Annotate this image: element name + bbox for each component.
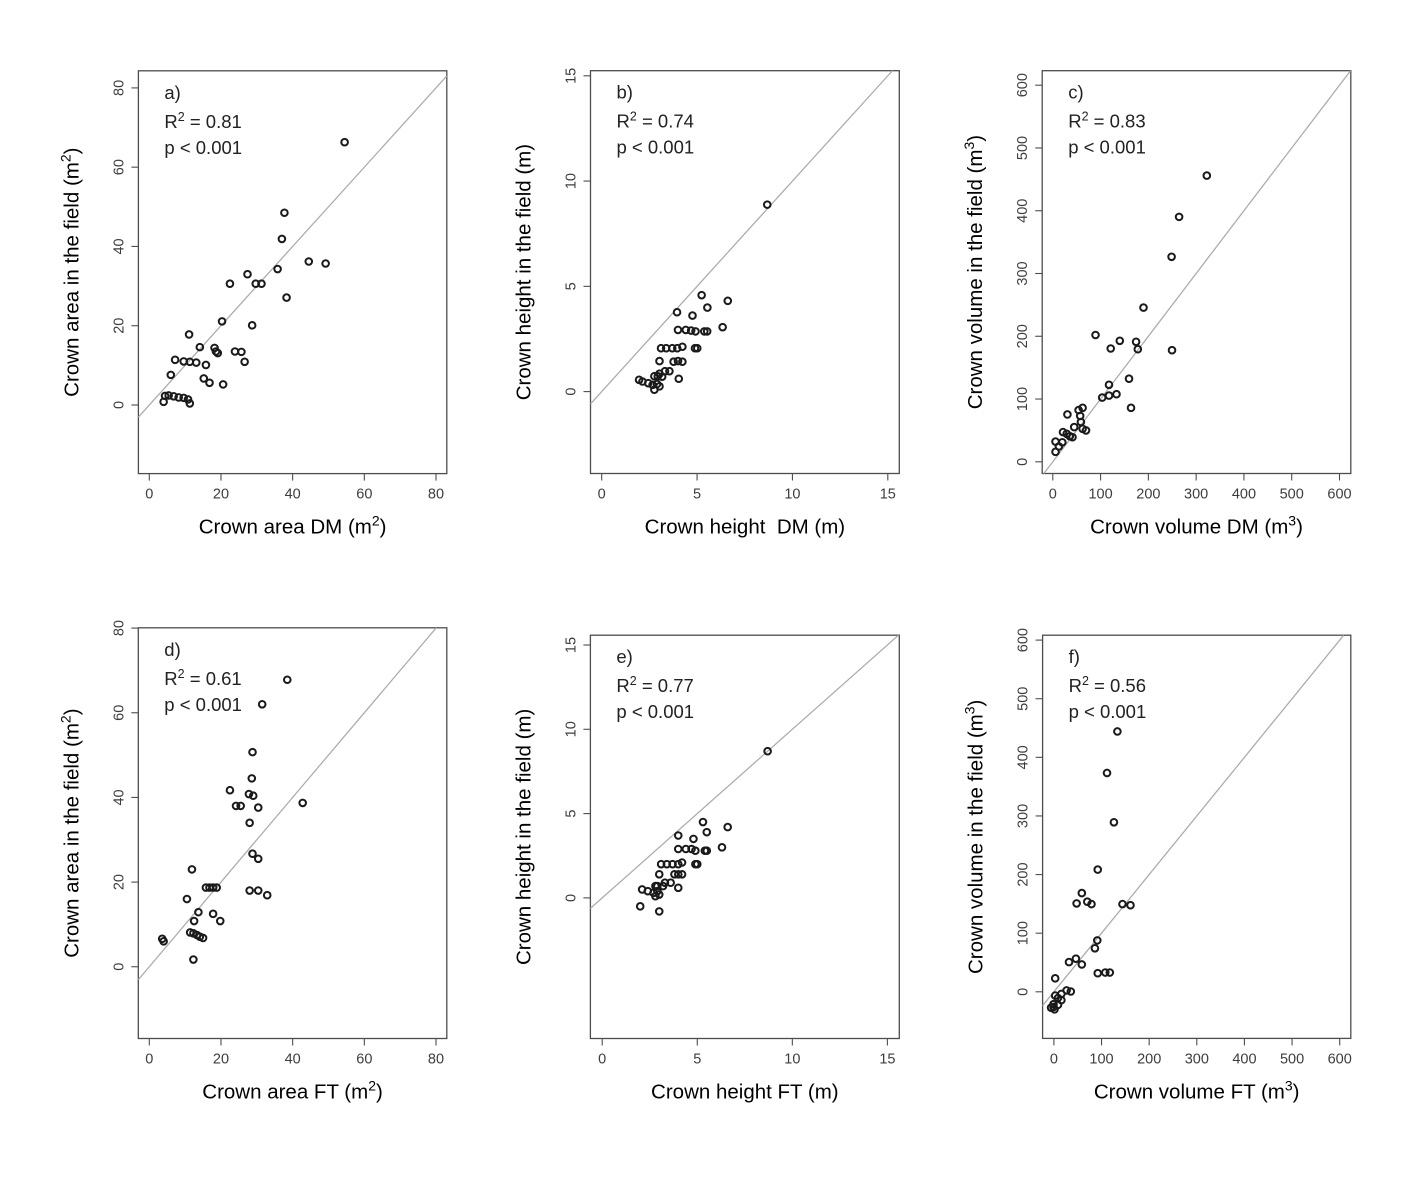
svg-text:0: 0 — [598, 1052, 606, 1068]
svg-text:0: 0 — [1050, 1051, 1058, 1067]
svg-text:200: 200 — [1015, 324, 1031, 348]
svg-text:400: 400 — [1016, 745, 1032, 769]
svg-text:10: 10 — [564, 173, 580, 189]
svg-text:p < 0.001: p < 0.001 — [164, 137, 242, 158]
svg-text:0: 0 — [564, 388, 580, 396]
svg-text:15: 15 — [879, 1052, 895, 1068]
svg-text:80: 80 — [428, 487, 444, 503]
svg-text:f): f) — [1069, 646, 1080, 667]
svg-text:Crown volume FT (m3): Crown volume FT (m3) — [1094, 1077, 1300, 1103]
svg-text:Crown volume in the field (m3): Crown volume in the field (m3) — [962, 700, 988, 974]
svg-text:200: 200 — [1137, 1051, 1161, 1067]
svg-text:e): e) — [616, 646, 632, 667]
svg-text:Crown height FT (m): Crown height FT (m) — [651, 1081, 839, 1104]
svg-text:40: 40 — [111, 789, 127, 805]
svg-text:5: 5 — [693, 1052, 701, 1068]
svg-text:40: 40 — [111, 238, 127, 254]
svg-text:300: 300 — [1015, 261, 1031, 285]
svg-text:600: 600 — [1327, 487, 1351, 503]
svg-text:c): c) — [1068, 82, 1083, 103]
svg-text:p < 0.001: p < 0.001 — [1068, 137, 1146, 158]
svg-text:0: 0 — [1015, 458, 1031, 466]
svg-text:15: 15 — [564, 68, 580, 84]
svg-text:80: 80 — [111, 80, 127, 96]
svg-text:R2 = 0.56: R2 = 0.56 — [1069, 674, 1146, 696]
svg-text:0: 0 — [1049, 487, 1057, 503]
svg-text:Crown volume in the field (m3): Crown volume in the field (m3) — [961, 135, 987, 409]
svg-text:R2 = 0.81: R2 = 0.81 — [164, 110, 241, 132]
svg-text:R2 = 0.61: R2 = 0.61 — [164, 667, 241, 689]
svg-text:500: 500 — [1016, 687, 1032, 711]
svg-text:0: 0 — [145, 1052, 153, 1068]
svg-text:a): a) — [164, 82, 180, 103]
svg-text:0: 0 — [563, 894, 579, 902]
svg-text:400: 400 — [1232, 487, 1256, 503]
svg-text:10: 10 — [563, 721, 579, 737]
svg-text:400: 400 — [1232, 1051, 1256, 1067]
svg-text:p < 0.001: p < 0.001 — [617, 137, 695, 158]
svg-text:p < 0.001: p < 0.001 — [616, 701, 694, 722]
svg-text:R2 = 0.83: R2 = 0.83 — [1068, 110, 1145, 132]
svg-text:Crown height DM (m): Crown height DM (m) — [645, 516, 846, 539]
svg-text:Crown volume DM (m3): Crown volume DM (m3) — [1090, 513, 1303, 539]
svg-text:500: 500 — [1280, 1051, 1304, 1067]
svg-text:40: 40 — [285, 487, 301, 503]
svg-text:R2 = 0.77: R2 = 0.77 — [616, 674, 693, 696]
svg-text:p < 0.001: p < 0.001 — [164, 694, 242, 715]
svg-text:100: 100 — [1089, 1051, 1113, 1067]
svg-text:Crown height in the field (m): Crown height in the field (m) — [513, 144, 536, 400]
svg-text:p < 0.001: p < 0.001 — [1069, 701, 1147, 722]
svg-text:300: 300 — [1184, 487, 1208, 503]
svg-text:60: 60 — [356, 1052, 372, 1068]
svg-text:500: 500 — [1015, 136, 1031, 160]
svg-text:300: 300 — [1185, 1051, 1209, 1067]
svg-text:Crown area in the field (m2): Crown area in the field (m2) — [57, 148, 83, 397]
svg-text:100: 100 — [1016, 921, 1032, 945]
svg-text:20: 20 — [111, 874, 127, 890]
svg-text:100: 100 — [1015, 387, 1031, 411]
svg-text:600: 600 — [1015, 73, 1031, 97]
svg-text:300: 300 — [1016, 804, 1032, 828]
svg-text:10: 10 — [784, 1052, 800, 1068]
svg-text:600: 600 — [1328, 1051, 1352, 1067]
svg-text:60: 60 — [111, 159, 127, 175]
svg-text:100: 100 — [1088, 487, 1112, 503]
svg-text:40: 40 — [285, 1052, 301, 1068]
svg-text:200: 200 — [1016, 862, 1032, 886]
svg-text:600: 600 — [1016, 628, 1032, 652]
svg-text:Crown area FT (m2): Crown area FT (m2) — [202, 1078, 383, 1104]
svg-text:0: 0 — [145, 487, 153, 503]
svg-text:0: 0 — [598, 487, 606, 503]
svg-text:15: 15 — [563, 637, 579, 653]
svg-text:15: 15 — [880, 487, 896, 503]
svg-text:b): b) — [617, 82, 633, 103]
svg-text:Crown area in the field (m2): Crown area in the field (m2) — [57, 708, 83, 957]
svg-text:80: 80 — [111, 620, 127, 636]
svg-text:60: 60 — [356, 487, 372, 503]
svg-text:Crown area DM (m2): Crown area DM (m2) — [199, 513, 387, 539]
svg-text:5: 5 — [563, 810, 579, 818]
svg-text:0: 0 — [111, 401, 127, 409]
svg-text:5: 5 — [564, 282, 580, 290]
svg-text:5: 5 — [693, 487, 701, 503]
svg-text:0: 0 — [1016, 988, 1032, 996]
svg-text:400: 400 — [1015, 199, 1031, 223]
svg-text:60: 60 — [111, 705, 127, 721]
svg-text:20: 20 — [213, 487, 229, 503]
svg-text:500: 500 — [1280, 487, 1304, 503]
svg-text:10: 10 — [784, 487, 800, 503]
svg-text:0: 0 — [111, 963, 127, 971]
svg-text:d): d) — [164, 639, 180, 660]
svg-text:20: 20 — [213, 1052, 229, 1068]
svg-text:R2 = 0.74: R2 = 0.74 — [617, 110, 694, 132]
svg-text:80: 80 — [428, 1052, 444, 1068]
svg-text:200: 200 — [1136, 487, 1160, 503]
svg-text:20: 20 — [111, 318, 127, 334]
svg-text:Crown height in the field (m): Crown height in the field (m) — [512, 709, 535, 965]
